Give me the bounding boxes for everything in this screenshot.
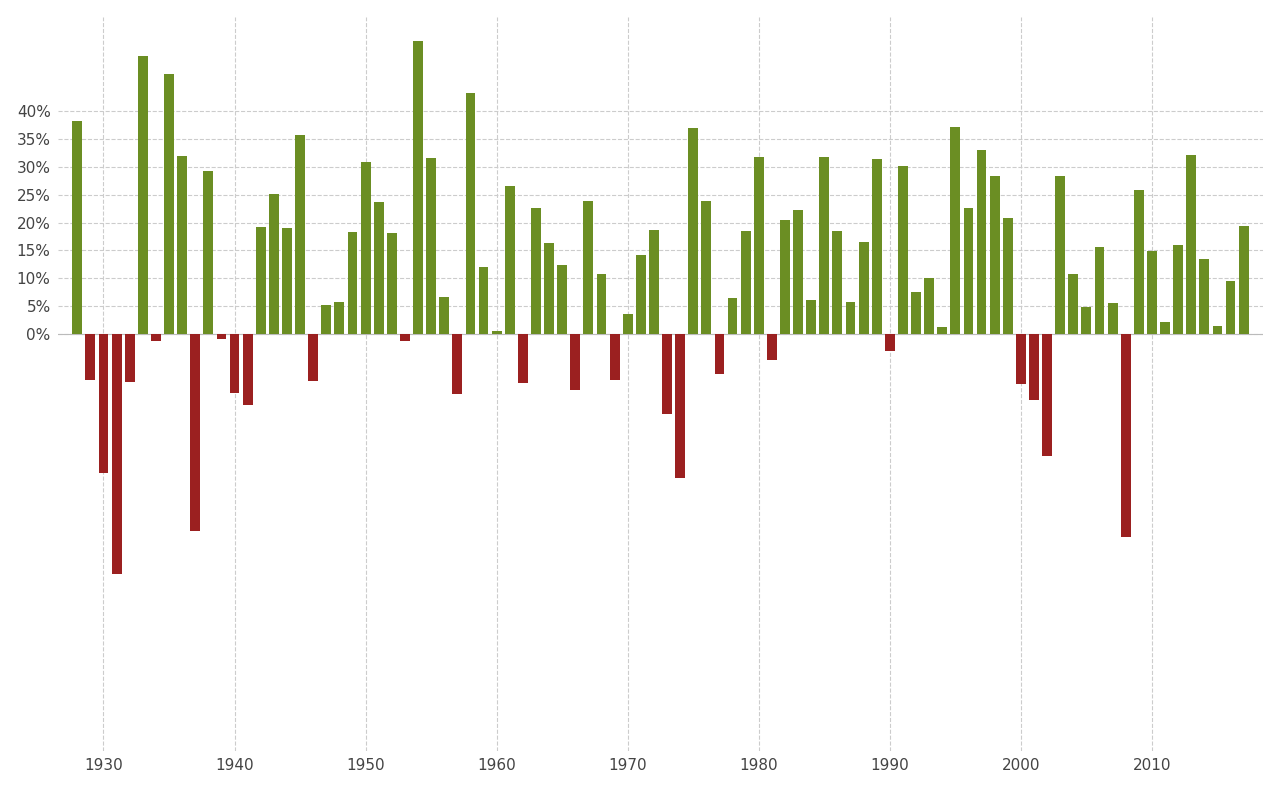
Bar xyxy=(296,134,305,334)
Bar xyxy=(544,243,554,334)
Bar xyxy=(859,242,869,334)
Bar xyxy=(229,334,239,393)
Bar xyxy=(334,303,344,334)
Bar xyxy=(977,149,987,334)
Bar xyxy=(191,334,200,531)
Bar xyxy=(308,334,319,381)
Bar xyxy=(727,298,737,334)
Bar xyxy=(924,278,934,334)
Bar xyxy=(164,73,174,334)
Bar xyxy=(1199,258,1210,334)
Bar xyxy=(662,334,672,414)
Bar xyxy=(518,334,527,382)
Bar xyxy=(1187,155,1197,334)
Bar xyxy=(557,265,567,334)
Bar xyxy=(989,176,1000,334)
Bar xyxy=(531,208,541,334)
Bar xyxy=(701,201,712,334)
Bar xyxy=(426,158,436,334)
Bar xyxy=(177,156,187,334)
Bar xyxy=(767,334,777,360)
Bar xyxy=(832,231,842,334)
Bar xyxy=(819,157,829,334)
Bar xyxy=(1226,280,1235,334)
Bar xyxy=(124,334,134,382)
Bar xyxy=(1121,334,1130,537)
Bar xyxy=(1160,322,1170,334)
Bar xyxy=(256,228,266,334)
Bar xyxy=(282,228,292,334)
Bar xyxy=(571,334,580,390)
Bar xyxy=(741,231,750,334)
Bar xyxy=(466,92,475,334)
Bar xyxy=(1082,307,1092,334)
Bar xyxy=(794,209,803,334)
Bar xyxy=(321,305,332,334)
Bar xyxy=(492,331,502,334)
Bar xyxy=(676,334,685,478)
Bar xyxy=(636,255,645,334)
Bar xyxy=(138,56,147,334)
Bar xyxy=(216,334,227,339)
Bar xyxy=(1055,176,1065,334)
Bar xyxy=(1174,246,1183,334)
Bar xyxy=(111,334,122,574)
Bar xyxy=(609,334,620,380)
Bar xyxy=(806,299,817,334)
Bar xyxy=(899,166,908,334)
Bar xyxy=(1239,226,1248,334)
Bar xyxy=(387,233,397,334)
Bar xyxy=(1016,334,1025,384)
Bar xyxy=(361,163,370,334)
Bar xyxy=(73,122,82,334)
Bar xyxy=(649,230,659,334)
Bar xyxy=(964,208,973,334)
Bar xyxy=(374,202,384,334)
Bar xyxy=(479,267,489,334)
Bar xyxy=(584,201,594,334)
Bar xyxy=(951,127,960,334)
Bar xyxy=(1212,326,1222,334)
Bar xyxy=(911,292,920,334)
Bar xyxy=(399,334,410,340)
Bar xyxy=(269,194,279,334)
Bar xyxy=(623,314,632,334)
Bar xyxy=(99,334,109,472)
Bar xyxy=(1042,334,1052,456)
Bar xyxy=(937,326,947,334)
Bar xyxy=(151,334,161,340)
Bar xyxy=(413,41,422,334)
Bar xyxy=(1134,190,1144,334)
Bar xyxy=(204,171,214,334)
Bar xyxy=(1069,274,1078,334)
Bar xyxy=(504,186,515,334)
Bar xyxy=(754,157,764,334)
Bar xyxy=(872,159,882,334)
Bar xyxy=(596,274,607,334)
Bar xyxy=(1107,303,1117,334)
Bar xyxy=(1029,334,1039,400)
Bar xyxy=(243,334,252,405)
Bar xyxy=(439,297,449,334)
Bar xyxy=(780,220,790,334)
Bar xyxy=(348,232,357,334)
Bar xyxy=(452,334,462,394)
Bar xyxy=(884,334,895,351)
Bar xyxy=(846,302,855,334)
Bar xyxy=(1002,218,1012,334)
Bar xyxy=(689,128,698,334)
Bar xyxy=(1147,251,1157,334)
Bar xyxy=(86,334,95,380)
Bar xyxy=(714,334,724,374)
Bar xyxy=(1094,247,1105,334)
